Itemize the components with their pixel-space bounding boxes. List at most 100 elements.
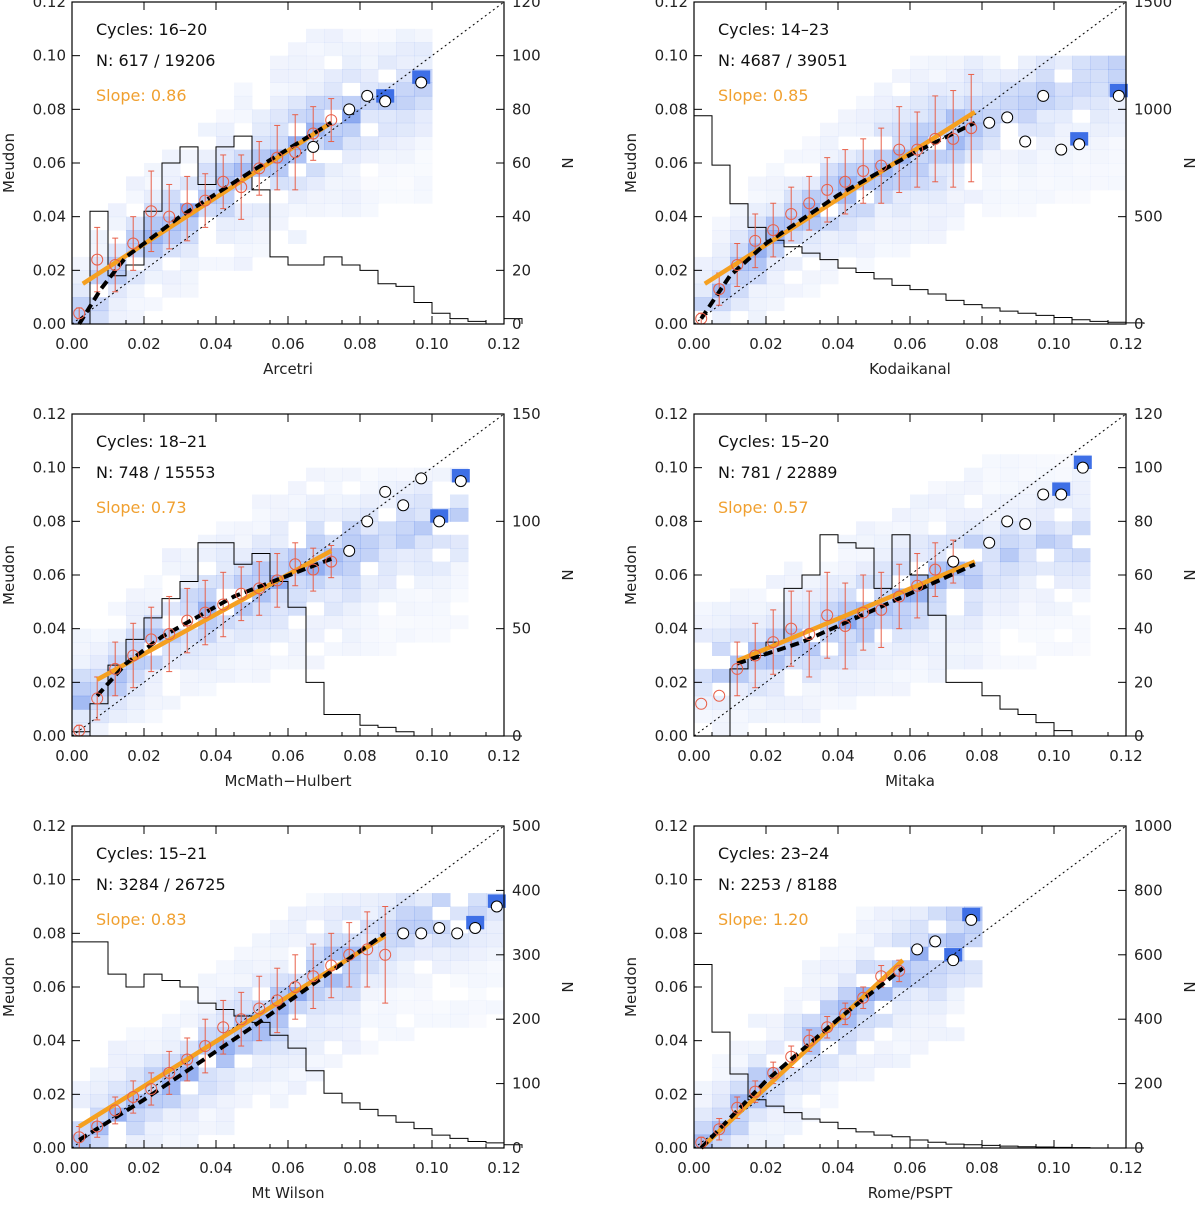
density-cell — [712, 1107, 731, 1122]
density-cell — [784, 203, 803, 218]
density-cell — [450, 906, 469, 921]
density-cell — [306, 69, 325, 83]
density-cell — [838, 973, 857, 988]
density-cell — [180, 1107, 199, 1122]
mean-marker — [289, 558, 302, 571]
density-cell — [234, 1080, 253, 1095]
density-cell — [1108, 163, 1127, 177]
density-cell — [306, 189, 325, 204]
density-cell — [694, 1121, 713, 1136]
density-cell — [198, 575, 217, 589]
density-cell — [838, 987, 857, 1001]
density-cell — [414, 521, 433, 536]
density-cell — [1018, 149, 1037, 164]
mean-marker — [361, 943, 374, 956]
density-cell — [414, 588, 433, 603]
density-cell — [234, 203, 253, 218]
density-cell — [414, 494, 433, 509]
y-tick-label: 0.00 — [655, 727, 688, 745]
density-cell — [982, 548, 1001, 563]
density-cell — [108, 601, 127, 616]
density-cell — [378, 615, 397, 629]
density-cell — [820, 668, 839, 683]
slope-annotation: Slope: 0.85 — [718, 86, 809, 105]
density-cell — [838, 230, 857, 244]
density-cell — [748, 297, 767, 312]
density-cell — [910, 960, 929, 975]
density-cell — [144, 1107, 163, 1122]
density-cell — [360, 628, 379, 643]
density-cell — [694, 668, 713, 683]
density-cell — [72, 256, 91, 271]
y-tick-label: 0.10 — [655, 47, 688, 65]
density-cell — [982, 189, 1001, 204]
y-tick-label: 0.04 — [33, 208, 66, 226]
density-cell — [126, 1107, 145, 1122]
density-cell — [198, 122, 217, 137]
density-cell — [324, 615, 343, 630]
density-cell — [252, 668, 271, 683]
density-cell — [730, 1054, 749, 1068]
density-cell — [216, 149, 235, 164]
density-cell — [892, 561, 911, 576]
outlier-marker — [469, 921, 482, 934]
cycles-annotation: Cycles: 16–20 — [96, 20, 207, 39]
density-cell — [766, 628, 785, 643]
y2-tick-label: 600 — [1134, 946, 1163, 964]
density-cell — [802, 283, 821, 298]
mean-marker — [785, 207, 798, 220]
density-cell — [360, 1000, 379, 1014]
outlier-marker — [1019, 135, 1032, 148]
density-cell — [856, 548, 875, 563]
density-cell — [450, 615, 469, 630]
density-cell — [342, 42, 361, 57]
density-cell — [360, 468, 379, 482]
density-cell — [126, 601, 145, 616]
density-cell — [252, 534, 271, 549]
density-map — [72, 467, 470, 737]
panel-2: 0.00 0.02 0.04 0.06 0.08 0.10 0.12 0.00 0.02 0.04… — [622, 0, 1198, 378]
density-cell — [162, 203, 181, 218]
density-cell — [270, 55, 289, 70]
density-cell — [414, 987, 433, 1001]
density-cell — [108, 243, 127, 258]
x-tick-label: 0.02 — [127, 747, 160, 765]
y-tick-label: 0.02 — [655, 1085, 688, 1103]
histogram — [71, 542, 522, 737]
density-cell — [234, 82, 253, 97]
density-cell — [180, 149, 199, 164]
density-cell — [928, 507, 947, 522]
mean-marker — [893, 964, 906, 977]
density-cell — [108, 642, 127, 656]
y-axis-label: Meudon — [622, 133, 640, 193]
density-cell — [270, 136, 289, 151]
y2-tick-label: 100 — [1134, 459, 1163, 477]
density-cell — [198, 628, 217, 643]
outlier-marker — [361, 515, 374, 528]
density-cell — [1090, 55, 1109, 70]
density-cell — [838, 534, 857, 549]
density-cell — [1018, 507, 1037, 522]
density-cell — [856, 109, 875, 124]
density-cell — [486, 1000, 505, 1015]
density-cell — [216, 642, 235, 656]
density-cell — [234, 668, 253, 683]
density-cell — [838, 561, 857, 576]
density-cell — [126, 230, 145, 244]
density-cell — [748, 1040, 767, 1055]
mean-marker — [217, 598, 230, 611]
count-annotation: N: 3284 / 26725 — [96, 875, 226, 894]
density-cell — [946, 1027, 965, 1042]
x-tick-label: 0.00 — [55, 335, 88, 353]
density-cell — [198, 1094, 217, 1109]
density-cell — [216, 256, 235, 271]
mean-marker — [73, 307, 86, 320]
density-cell — [802, 243, 821, 258]
density-cell — [1036, 69, 1055, 83]
mean-marker — [289, 981, 302, 993]
density-cell — [360, 109, 379, 124]
density-cell — [342, 642, 361, 656]
density-cell — [748, 628, 767, 643]
density-cell — [270, 1054, 289, 1068]
density-cell — [252, 933, 271, 948]
